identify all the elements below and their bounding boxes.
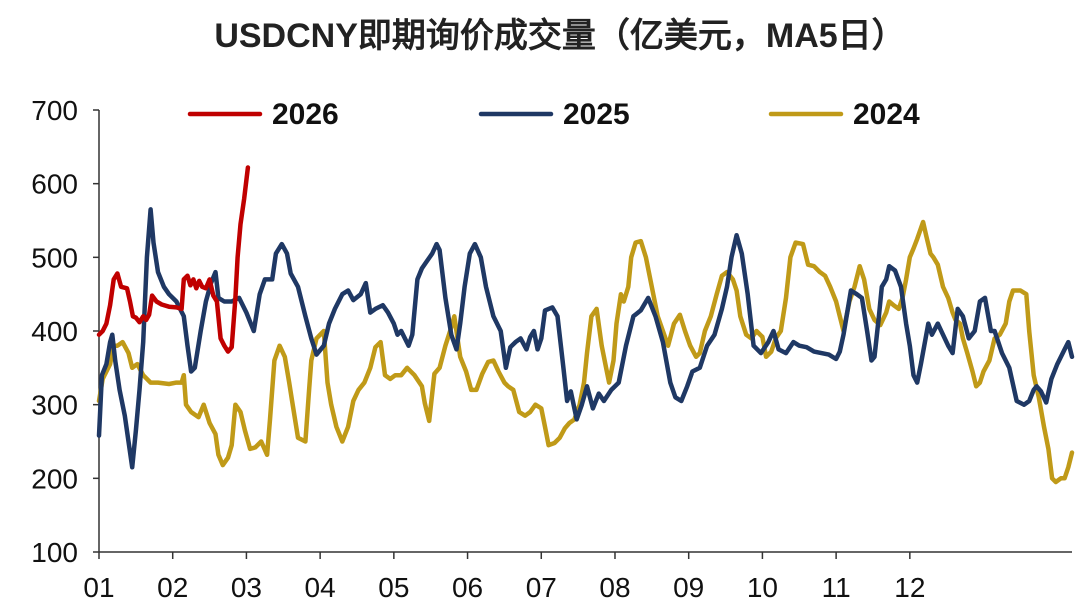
- series-line-2024: [96, 219, 1075, 485]
- legend-label-2024: 2024: [853, 98, 920, 131]
- x-tick-label: 10: [747, 572, 778, 603]
- x-tick-label: 04: [305, 572, 336, 603]
- x-tick-label: 05: [378, 572, 409, 603]
- legend: 2026 2025 2024: [187, 98, 920, 131]
- x-axis: 01 02 03 04 05 06 07 08 09 10 11 12: [83, 551, 1072, 603]
- legend-label-2026: 2026: [272, 98, 339, 131]
- x-tick-label: 11: [822, 572, 851, 603]
- chart-title: USDCNY即期询价成交量（亿美元，MA5日）: [214, 16, 905, 55]
- plot-area: [96, 165, 1075, 485]
- x-tick-label: 01: [83, 572, 114, 603]
- x-tick-label: 03: [231, 572, 262, 603]
- x-tick-label: 07: [526, 572, 557, 603]
- y-tick-label: 200: [31, 463, 78, 494]
- y-tick-label: 300: [31, 390, 78, 421]
- legend-label-2025: 2025: [563, 98, 630, 131]
- y-axis: 100 200 300 400 500 600 700: [31, 95, 100, 568]
- x-tick-label: 06: [452, 572, 483, 603]
- y-tick-label: 500: [31, 242, 78, 273]
- y-tick-label: 100: [31, 537, 78, 568]
- series-line-2026: [96, 165, 251, 354]
- y-tick-label: 400: [31, 316, 78, 347]
- x-tick-label: 08: [599, 572, 630, 603]
- y-tick-label: 700: [31, 95, 78, 126]
- x-tick-label: 09: [673, 572, 704, 603]
- x-tick-label: 02: [157, 572, 188, 603]
- y-tick-label: 600: [31, 169, 78, 200]
- x-tick-label: 12: [894, 572, 925, 603]
